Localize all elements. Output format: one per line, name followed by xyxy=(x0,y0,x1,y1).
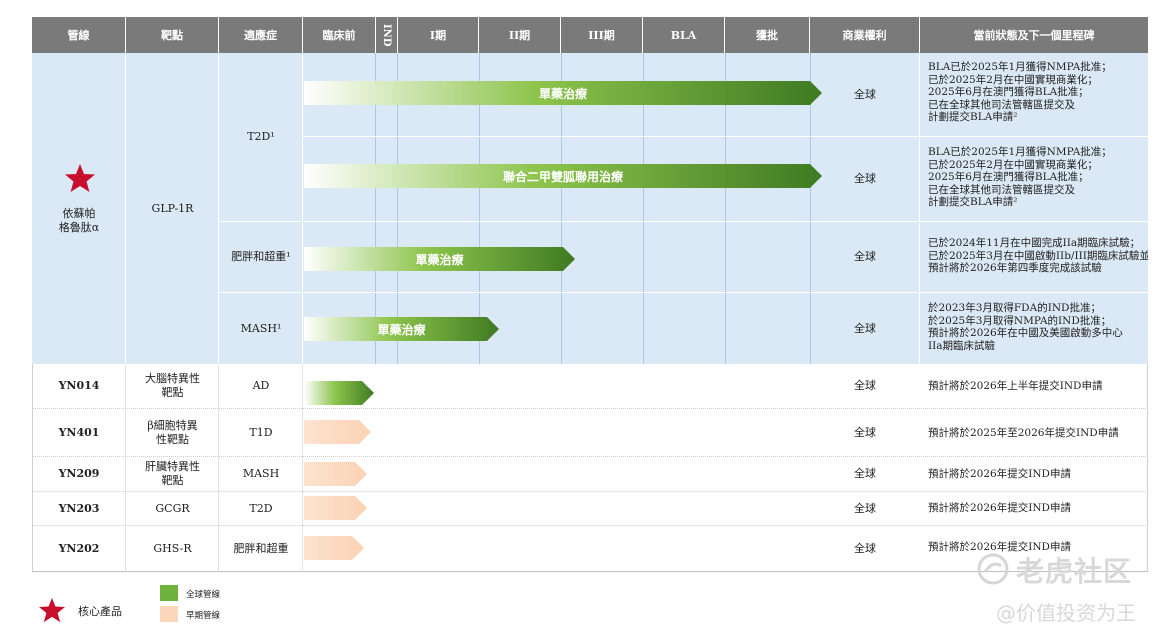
pipeline-yn202: YN202 xyxy=(58,541,100,555)
core-indication-mash: MASH¹ xyxy=(240,321,282,335)
indication-yn202: 肥胖和超重 xyxy=(233,541,289,555)
legend-star-icon xyxy=(38,597,66,623)
pipeline-yn209: YN209 xyxy=(58,467,100,480)
status-yn203: 預計將於2026年提交IND申請 xyxy=(928,502,1071,514)
target-yn203: GCGR xyxy=(155,501,190,515)
core-rights-1: 全球 xyxy=(854,87,876,101)
header-phase-2: II期 xyxy=(479,17,561,53)
target-yn209: 肝臟特異性 靶點 xyxy=(145,460,200,487)
header-phase-1: I期 xyxy=(398,17,479,53)
header-bla: BLA xyxy=(643,17,725,53)
status-yn014: 預計將於2026年上半年提交IND申請 xyxy=(928,380,1103,392)
header-commercial-rights: 商業權利 xyxy=(810,17,920,53)
progress-arrow-obesity: 單藥治療 xyxy=(304,247,575,271)
progress-arrow-t2d-combo: 聯合二甲雙胍聯用治療 xyxy=(304,164,822,188)
watermark-logo-icon xyxy=(976,552,1010,586)
core-status-2: BLA已於2025年1月獲得NMPA批准； 已於2025年2月在中國實現商業化；… xyxy=(928,146,1112,208)
header-indication: 適應症 xyxy=(219,17,303,53)
progress-arrow-yn203 xyxy=(304,496,367,520)
core-rights-3: 全球 xyxy=(854,250,876,263)
header-ind: IND xyxy=(376,17,398,53)
indication-yn209: MASH xyxy=(242,467,280,480)
header-approved: 獲批 xyxy=(725,17,810,53)
pipeline-yn014: YN014 xyxy=(58,379,100,392)
rights-yn014: 全球 xyxy=(854,379,876,392)
legend-global-label: 全球管線 xyxy=(186,590,221,600)
legend-early-label: 早期管線 xyxy=(186,611,221,621)
progress-arrow-yn209 xyxy=(304,462,367,486)
core-indication-obesity: 肥胖和超重¹ xyxy=(231,250,291,263)
watermark-handle: @价值投资为王 xyxy=(996,601,1136,625)
core-status-3: 已於2024年11月在中國完成IIa期臨床試驗； 已於2025年3月在中國啟動I… xyxy=(928,237,1148,274)
target-yn014: 大腦特異性 靶點 xyxy=(145,372,200,399)
core-status-1: BLA已於2025年1月獲得NMPA批准； 已於2025年2月在中國實現商業化；… xyxy=(928,61,1112,123)
core-target: GLP-1R xyxy=(151,201,194,215)
header-preclinical: 臨床前 xyxy=(303,17,376,53)
target-yn202: GHS-R xyxy=(153,541,192,555)
progress-arrow-yn401 xyxy=(304,420,371,444)
core-product-name: 依蘇帕 格魯肽α xyxy=(58,207,100,234)
indication-yn014: AD xyxy=(252,379,270,392)
core-rights-4: 全球 xyxy=(854,321,876,335)
pipeline-yn203: YN203 xyxy=(58,501,100,515)
pipeline-yn401: YN401 xyxy=(58,425,100,439)
legend-core-label: 核心產品 xyxy=(78,605,122,618)
indication-yn203: T2D xyxy=(249,501,273,515)
header-phase-3: III期 xyxy=(561,17,643,53)
rights-yn401: 全球 xyxy=(854,425,876,439)
status-yn401: 預計將於2025年至2026年提交IND申請 xyxy=(928,427,1119,439)
progress-arrow-t2d-mono: 單藥治療 xyxy=(304,81,822,105)
core-indication-t2d: T2D¹ xyxy=(247,130,275,143)
core-status-4: 於2023年3月取得FDA的IND批准； 於2025年3月取得NMPA的IND批… xyxy=(928,302,1123,352)
core-rights-2: 全球 xyxy=(854,172,876,185)
legend-global-swatch xyxy=(160,585,178,601)
status-yn202: 預計將於2026年提交IND申請 xyxy=(928,541,1071,553)
progress-arrow-yn202 xyxy=(304,536,364,560)
header-target: 靶點 xyxy=(126,17,219,53)
progress-arrow-yn014 xyxy=(304,381,374,405)
legend-early-swatch xyxy=(160,606,178,622)
watermark-brand: 老虎社区 xyxy=(1016,555,1133,588)
rights-yn209: 全球 xyxy=(854,467,876,480)
indication-yn401: T1D xyxy=(249,425,273,439)
rights-yn202: 全球 xyxy=(854,541,876,555)
header-pipeline: 管線 xyxy=(32,17,126,53)
core-product-star-icon xyxy=(64,163,96,193)
progress-arrow-mash: 單藥治療 xyxy=(304,317,499,341)
status-yn209: 預計將於2026年提交IND申請 xyxy=(928,468,1071,480)
rights-yn203: 全球 xyxy=(854,501,876,515)
target-yn401: β細胞特異 性靶點 xyxy=(147,418,198,446)
header-status: 當前狀態及下一個里程碑 xyxy=(920,17,1148,53)
